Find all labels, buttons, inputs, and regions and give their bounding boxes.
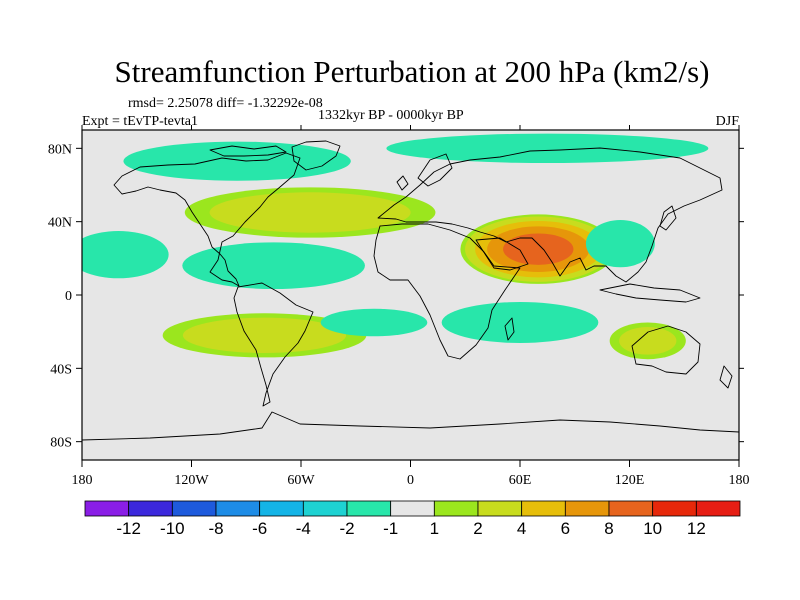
contour-band	[209, 192, 411, 233]
colorbar-label: 4	[517, 519, 526, 538]
map-background	[82, 130, 739, 460]
colorbar-swatch	[433, 500, 479, 517]
coast-africa	[373, 223, 521, 360]
coast-japan	[659, 205, 677, 231]
y-tick-label: 40N	[48, 216, 72, 231]
north-atlantic-high	[184, 187, 436, 238]
contour-band	[585, 220, 655, 268]
coast-indonesia	[599, 283, 701, 303]
contour-band	[503, 233, 574, 265]
colorbar-swatch	[259, 500, 304, 517]
colorbar-label: -4	[296, 519, 311, 538]
arctic-north-america-low	[123, 141, 351, 181]
coast-new-zealand	[719, 365, 733, 389]
colorbar-label: -10	[160, 519, 185, 538]
map-panel: 180 120W 60W 0 60E 120E 180 80N 40N 0 40S 80S	[48, 125, 750, 488]
indian-ocean-low	[441, 302, 599, 343]
south-america-high	[162, 313, 367, 358]
colorbar-label: 6	[561, 519, 570, 538]
stats-label: rmsd= 2.25078 diff= -1.32292e-08	[128, 96, 323, 111]
colorbar-label: 12	[687, 519, 706, 538]
contour-band	[123, 141, 351, 181]
siberia-arctic-low	[386, 133, 709, 164]
colorbar-label: -8	[208, 519, 223, 538]
coast-canadian-archipelago	[209, 145, 287, 157]
colorbar-swatch	[521, 500, 566, 517]
contour-band	[320, 308, 428, 337]
colorbar-swatch	[302, 500, 348, 517]
colorbar-swatch	[346, 500, 392, 517]
coastlines	[82, 140, 739, 441]
colorbar-swatch	[652, 500, 697, 517]
colorbar-label: -12	[116, 519, 141, 538]
coast-south-america	[233, 282, 314, 407]
contour-band	[619, 327, 677, 355]
east-asia-trough	[585, 220, 655, 268]
colorbar-swatch	[128, 500, 173, 517]
colorbar-swatch	[608, 500, 654, 517]
contour-band	[182, 242, 365, 290]
coast-australia	[631, 325, 701, 375]
x-tick-label: 120W	[174, 473, 209, 488]
coast-greenland	[291, 140, 341, 171]
colorbar-swatch	[564, 500, 610, 517]
contour-band	[182, 317, 347, 353]
coast-british-isles	[396, 175, 409, 191]
x-tick-label: 60E	[509, 473, 532, 488]
x-tick-label: 0	[407, 473, 414, 488]
australia-high	[609, 322, 686, 360]
coast-north-america	[113, 152, 301, 287]
colorbar-swatch	[695, 500, 741, 517]
colorbar: -12 -10 -8 -6 -4 -2 -1 1 2 4 6 8 10 12	[84, 500, 741, 538]
x-tick-label: 180	[729, 473, 750, 488]
season-label: DJF	[716, 114, 740, 129]
period-label: 1332kyr BP - 0000kyr BP	[318, 108, 464, 123]
colorbar-label: 1	[430, 519, 439, 538]
colorbar-label: 8	[604, 519, 613, 538]
y-tick-label: 0	[65, 289, 72, 304]
y-tick-label: 80N	[48, 142, 72, 157]
y-axis: 80N 40N 0 40S 80S	[48, 142, 744, 451]
colorbar-label: -2	[339, 519, 354, 538]
colorbar-swatch	[84, 500, 130, 517]
colorbar-label: -6	[252, 519, 267, 538]
colorbar-label: -1	[383, 519, 398, 538]
y-tick-label: 40S	[50, 362, 72, 377]
experiment-label: Expt = tEvTP-tevta1	[82, 114, 198, 129]
y-tick-label: 80S	[50, 436, 72, 451]
colorbar-swatch	[477, 500, 523, 517]
colorbar-swatch	[171, 500, 217, 517]
x-axis: 180 120W 60W 0 60E 120E 180	[72, 125, 750, 488]
colorbar-swatch	[390, 500, 435, 517]
contour-band	[82, 231, 169, 279]
colorbar-label: 10	[643, 519, 662, 538]
coast-arabia	[475, 237, 529, 271]
west-atlantic-low	[182, 242, 365, 290]
north-pacific-low	[82, 231, 169, 279]
coast-antarctica	[82, 411, 739, 441]
colorbar-swatch	[215, 500, 261, 517]
contour-band	[386, 133, 709, 164]
south-atlantic-low	[320, 308, 428, 337]
chart-title: Streamfunction Perturbation at 200 hPa (…	[115, 54, 710, 89]
colorbar-label: 2	[473, 519, 482, 538]
contour-field	[82, 133, 709, 360]
coast-eurasia	[377, 147, 723, 283]
x-tick-label: 120E	[615, 473, 645, 488]
x-tick-label: 60W	[287, 473, 315, 488]
coast-scandinavia	[417, 153, 453, 187]
x-tick-label: 180	[72, 473, 93, 488]
coast-madagascar	[504, 317, 515, 341]
contour-band	[441, 302, 599, 343]
